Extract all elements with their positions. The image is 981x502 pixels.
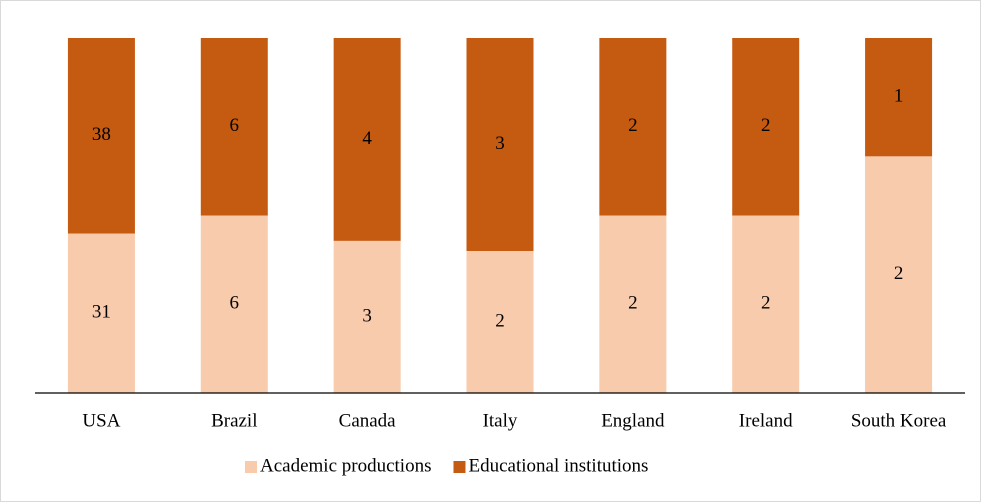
- bar-segment: [732, 215, 800, 393]
- data-label: 31: [92, 302, 111, 323]
- bar-segment: [466, 38, 534, 251]
- x-tick-label: England: [601, 410, 665, 431]
- x-tick-label: Canada: [339, 410, 397, 431]
- legend-label: Academic productions: [260, 455, 431, 476]
- legend-swatch: [453, 461, 466, 473]
- bar-segment: [466, 251, 534, 393]
- bar-segment: [333, 38, 401, 241]
- legend-label: Educational institutions: [468, 455, 648, 476]
- legend-swatch: [245, 461, 257, 473]
- data-label: 2: [894, 263, 904, 284]
- bar-segment: [865, 38, 933, 157]
- bar-segment: [67, 38, 135, 234]
- x-tick-label: Ireland: [739, 410, 793, 431]
- data-label: 4: [362, 128, 372, 149]
- data-label: 2: [628, 115, 638, 136]
- x-tick-label: USA: [82, 410, 120, 431]
- data-label: 2: [628, 293, 638, 314]
- bar-segment: [599, 215, 667, 393]
- x-tick-label: Brazil: [211, 410, 257, 431]
- data-label: 2: [495, 310, 505, 331]
- data-label: 3: [495, 133, 505, 154]
- x-tick-label: South Korea: [851, 410, 947, 431]
- bar-segment: [67, 233, 135, 393]
- data-label: 3: [362, 305, 372, 326]
- data-label: 6: [230, 115, 240, 136]
- bar-segment: [200, 38, 268, 216]
- bar-segment: [599, 38, 667, 216]
- data-label: 2: [761, 115, 771, 136]
- x-tick-label: Italy: [483, 410, 518, 431]
- data-label: 2: [761, 293, 771, 314]
- bar-segment: [333, 240, 401, 393]
- bar-segment: [865, 156, 933, 393]
- data-label: 1: [894, 86, 904, 107]
- data-label: 38: [92, 124, 111, 145]
- bar-segment: [200, 215, 268, 393]
- data-label: 6: [230, 293, 240, 314]
- bar-segment: [732, 38, 800, 216]
